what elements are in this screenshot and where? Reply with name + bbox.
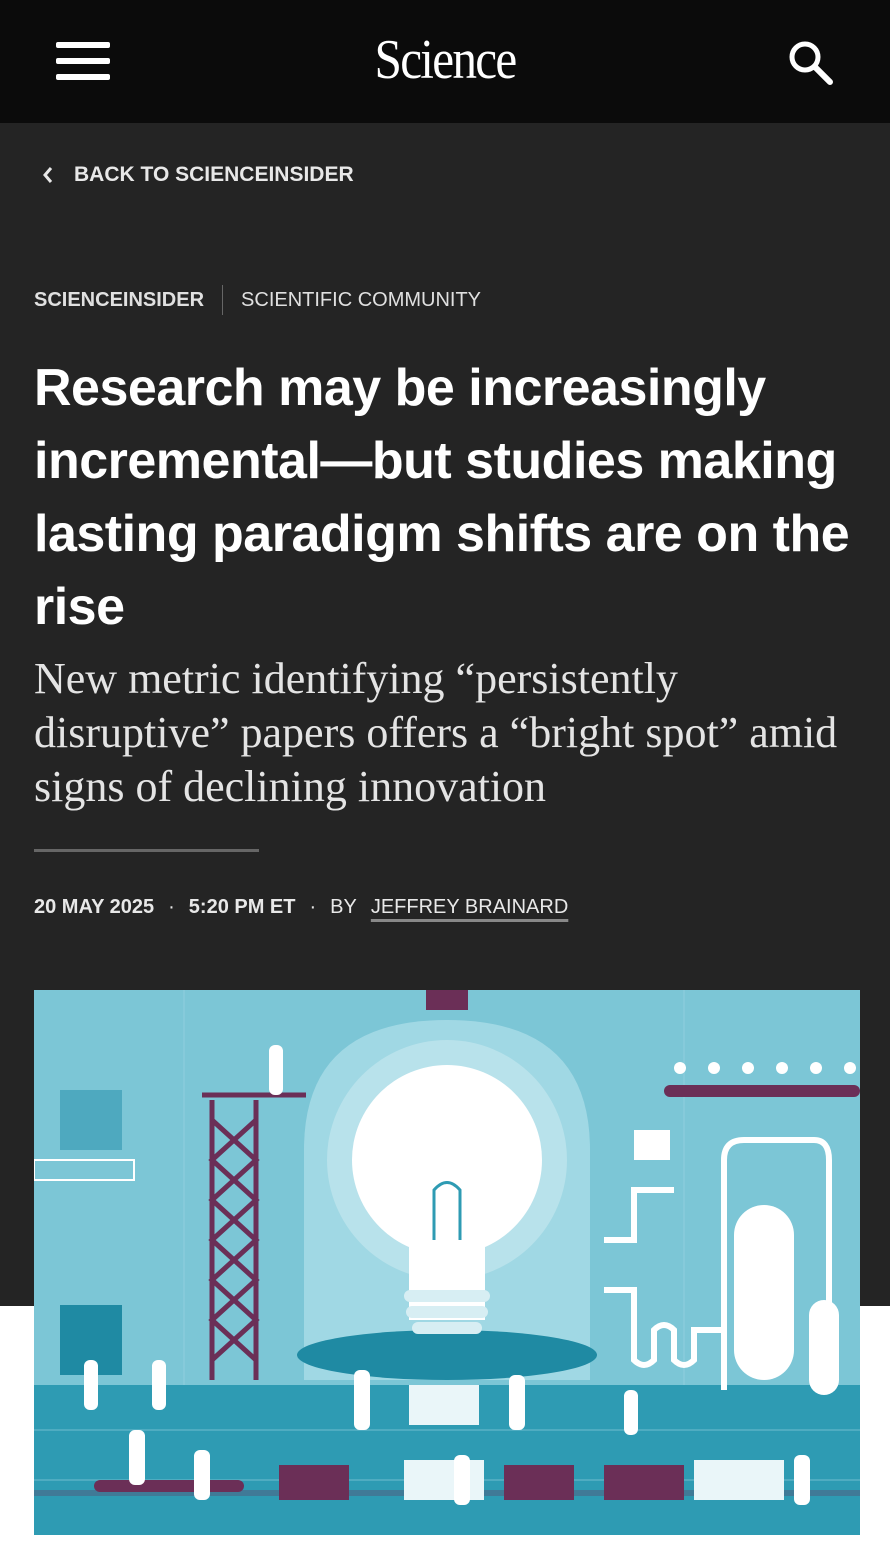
dot-separator: · (168, 896, 175, 918)
divider (222, 285, 224, 315)
menu-button[interactable] (56, 40, 112, 80)
dot-separator: · (309, 896, 317, 918)
science-logo[interactable]: Science (374, 29, 518, 91)
publish-time: 5:20 PM ET (188, 896, 296, 918)
article-categories: SCIENCEINSIDER SCIENTIFIC COMMUNITY (34, 285, 481, 315)
section-link[interactable]: SCIENCEINSIDER (34, 288, 205, 311)
publish-date: 20 MAY 2025 (34, 896, 155, 918)
article-subtitle: New metric identifying “persistently dis… (34, 654, 838, 811)
byline-prefix: BY (330, 896, 357, 918)
back-link[interactable]: BACK TO SCIENCEINSIDER (42, 163, 354, 187)
search-icon (789, 41, 833, 85)
back-link-label: BACK TO SCIENCEINSIDER (74, 163, 354, 186)
hamburger-icon-line (56, 74, 110, 80)
hero-illustration (34, 990, 860, 1535)
author-link[interactable]: JEFFREY BRAINARD (370, 896, 569, 918)
search-button[interactable] (784, 36, 836, 88)
category-link[interactable]: SCIENTIFIC COMMUNITY (241, 288, 482, 311)
hamburger-icon (56, 42, 110, 48)
article-title: Research may be increasingly incremental… (34, 359, 850, 636)
article-meta: 20 MAY 2025 · 5:20 PM ET · BY JEFFREY BR… (34, 896, 568, 919)
top-nav-bar: Science (0, 0, 890, 123)
chevron-left-icon (43, 167, 53, 183)
hamburger-icon-line (56, 58, 110, 64)
divider (34, 849, 259, 852)
